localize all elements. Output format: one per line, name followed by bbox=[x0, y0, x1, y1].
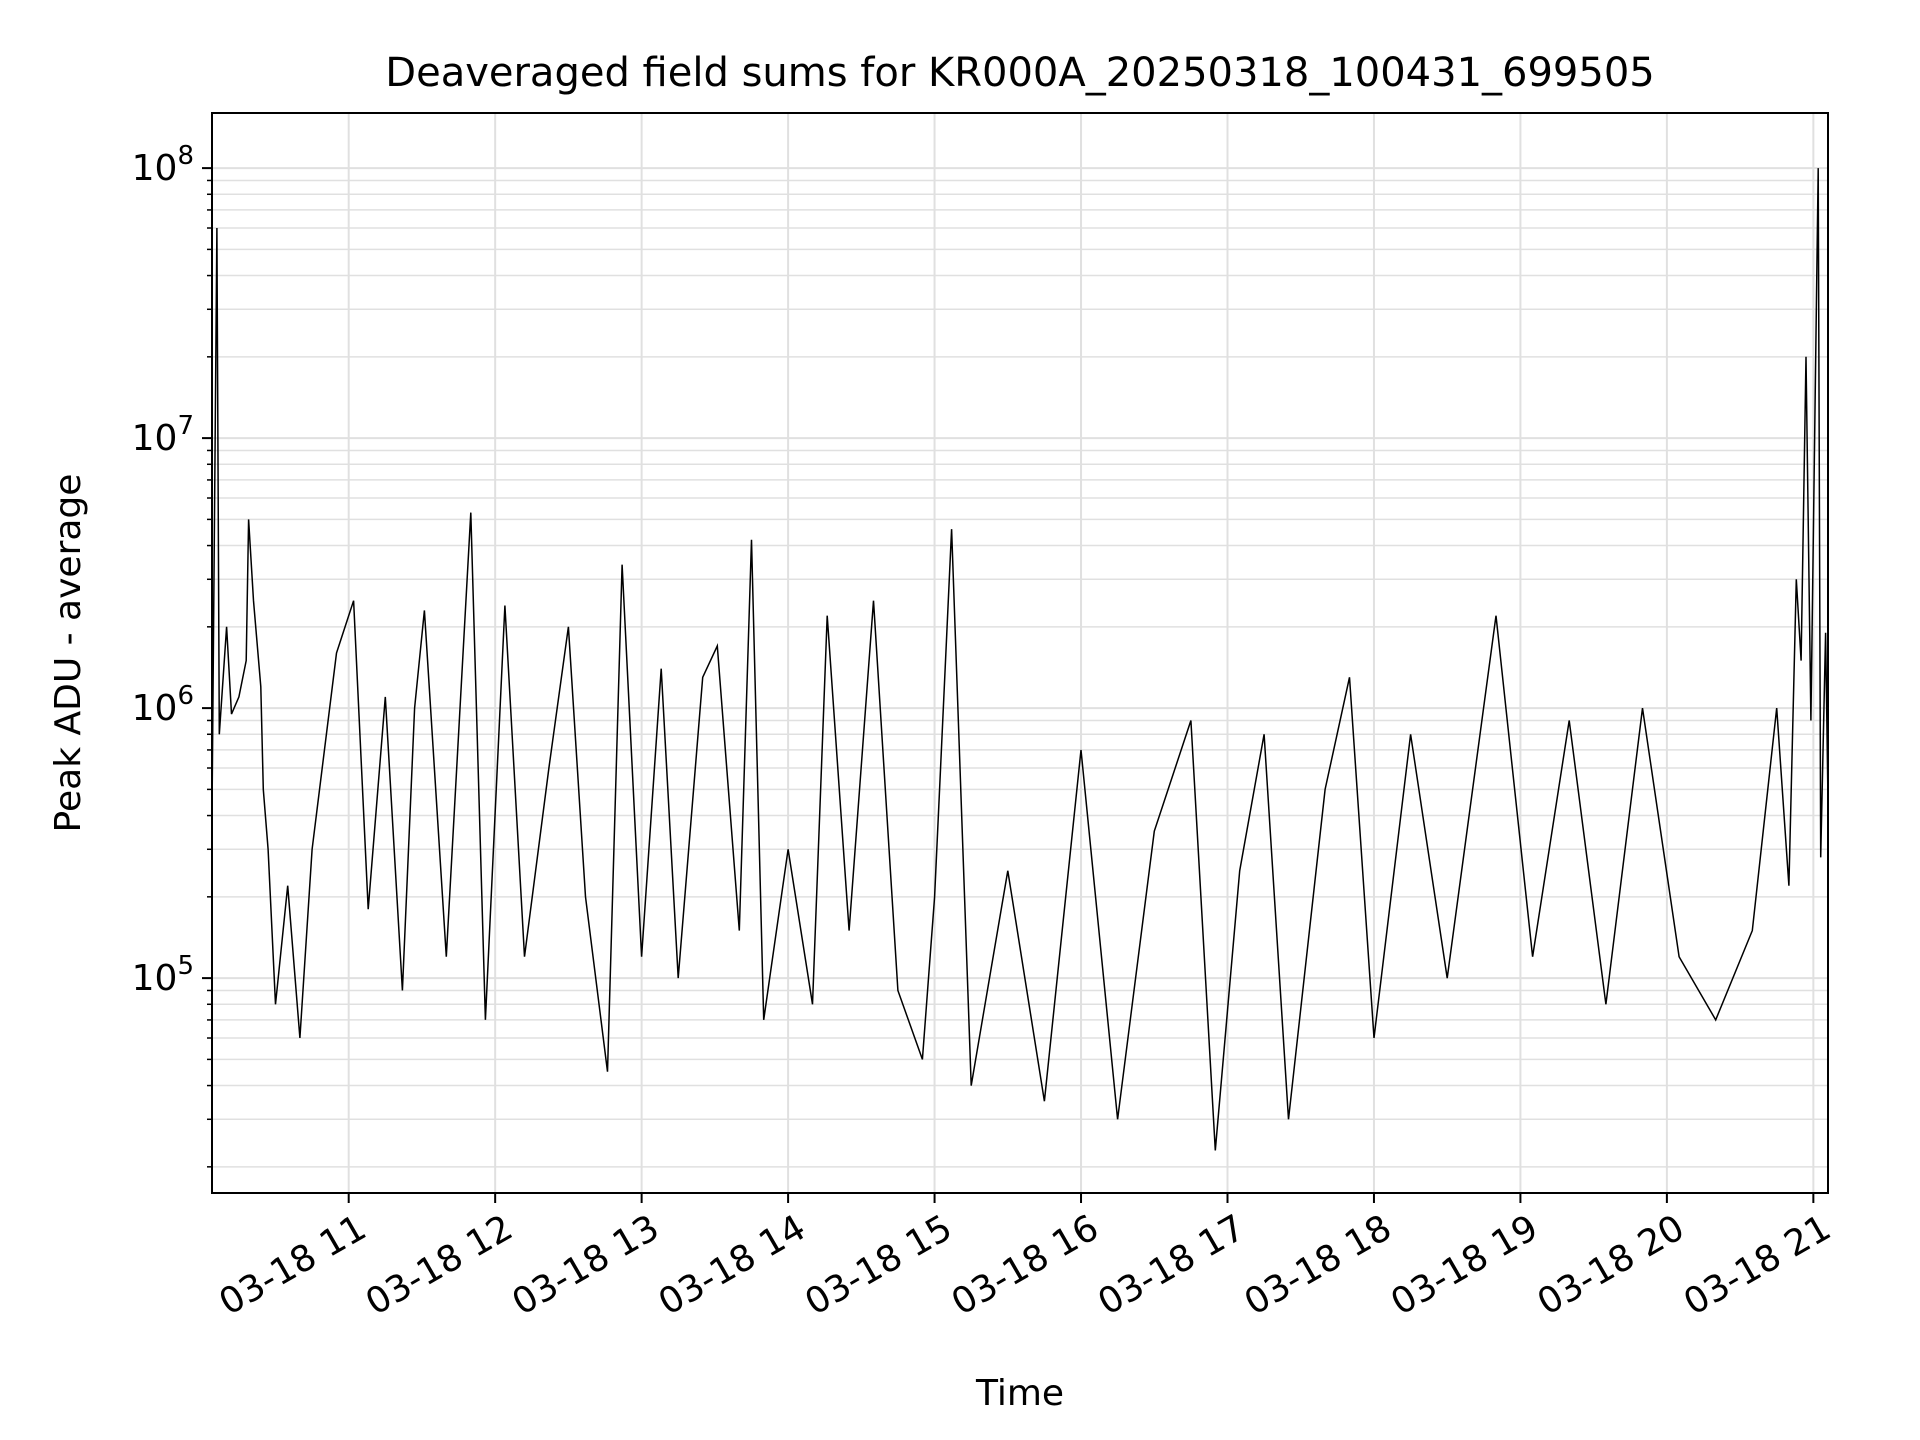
y-tick-label: 107 bbox=[132, 411, 194, 459]
y-tick-label-exponent: 8 bbox=[177, 141, 194, 171]
plot-frame bbox=[211, 112, 1829, 1194]
y-axis-label: Peak ADU - average bbox=[48, 474, 89, 833]
y-tick-label-exponent: 6 bbox=[177, 681, 194, 711]
y-tick-label-base: 10 bbox=[132, 148, 178, 189]
y-tick-label-base: 10 bbox=[132, 688, 178, 729]
x-axis-label: Time bbox=[975, 1373, 1064, 1414]
y-tick-label: 105 bbox=[132, 951, 194, 999]
series-layer bbox=[211, 168, 1829, 1151]
y-tick-label: 108 bbox=[132, 141, 194, 189]
series-line bbox=[211, 168, 1829, 1151]
y-tick-label-exponent: 7 bbox=[177, 411, 194, 441]
y-tick-label: 106 bbox=[132, 681, 194, 729]
y-tick-label-exponent: 5 bbox=[177, 951, 194, 981]
y-tick-label-base: 10 bbox=[132, 418, 178, 459]
chart-title: Deaveraged field sums for KR000A_2025031… bbox=[385, 50, 1654, 96]
y-tick-label-base: 10 bbox=[132, 958, 178, 999]
